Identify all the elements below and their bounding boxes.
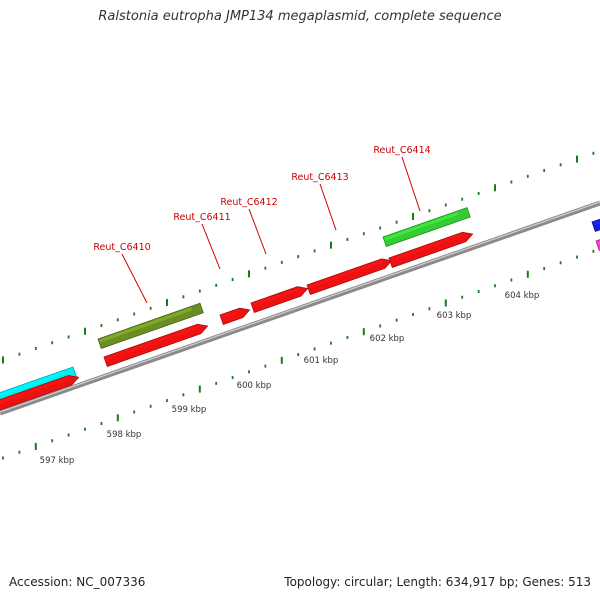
kbp-label: 601 kbp	[304, 356, 339, 366]
kbp-label: 604 kbp	[505, 291, 540, 301]
gene-label-reut-c6414[interactable]: Reut_C6414	[373, 145, 430, 156]
gene-label-leader	[401, 156, 421, 212]
gene-label-reut-c6410[interactable]: Reut_C6410	[93, 242, 150, 253]
kbp-label: 599 kbp	[172, 405, 207, 415]
kbp-label: 597 kbp	[40, 456, 75, 466]
red-cds-reut-c6410[interactable]	[103, 321, 209, 367]
reverse-strand-genes	[0, 229, 600, 413]
red-cds-reut-c6412[interactable]	[250, 284, 309, 313]
green-cds-reut-c6414[interactable]	[382, 207, 471, 247]
red-cds-reut-c6413[interactable]	[306, 256, 393, 295]
kbp-label: 603 kbp	[437, 311, 472, 321]
gene-label-leader	[248, 208, 267, 255]
red-cds-reut-c6414[interactable]	[388, 229, 474, 268]
upper-tick-track	[2, 151, 595, 364]
topology-summary: Topology: circular; Length: 634,917 bp; …	[284, 575, 591, 589]
forward-strand-genes	[0, 207, 600, 406]
kbp-label: 602 kbp	[370, 334, 405, 344]
gene-label-leader	[319, 183, 337, 231]
lower-tick-track	[2, 249, 595, 460]
blue-cds[interactable]	[591, 215, 600, 232]
gene-label-reut-c6412[interactable]: Reut_C6412	[220, 197, 277, 208]
gene-label-layer: Reut_C6410 Reut_C6411 Reut_C6412 Reut_C6413…	[93, 145, 431, 304]
kbp-label: 598 kbp	[107, 430, 142, 440]
olive-cds-reut-c6410[interactable]	[97, 302, 204, 349]
magenta-cds[interactable]	[595, 235, 600, 251]
sequence-backbone-highlight	[0, 201, 600, 413]
gene-label-leader	[201, 223, 221, 270]
gene-label-reut-c6413[interactable]: Reut_C6413	[291, 172, 348, 183]
map-title: Ralstonia eutropha JMP134 megaplasmid, c…	[98, 9, 502, 24]
sequence-backbone	[0, 200, 600, 416]
accession-text: Accession: NC_007336	[9, 575, 146, 589]
red-cds-left[interactable]	[0, 373, 80, 413]
red-cds-reut-c6411[interactable]	[219, 305, 251, 325]
gene-label-leader	[121, 253, 148, 304]
kbp-label: 600 kbp	[237, 381, 272, 391]
gene-label-reut-c6411[interactable]: Reut_C6411	[173, 212, 230, 223]
kbp-label-layer: 597 kbp 598 kbp 599 kbp 600 kbp 601 kbp 602 k…	[40, 291, 540, 466]
